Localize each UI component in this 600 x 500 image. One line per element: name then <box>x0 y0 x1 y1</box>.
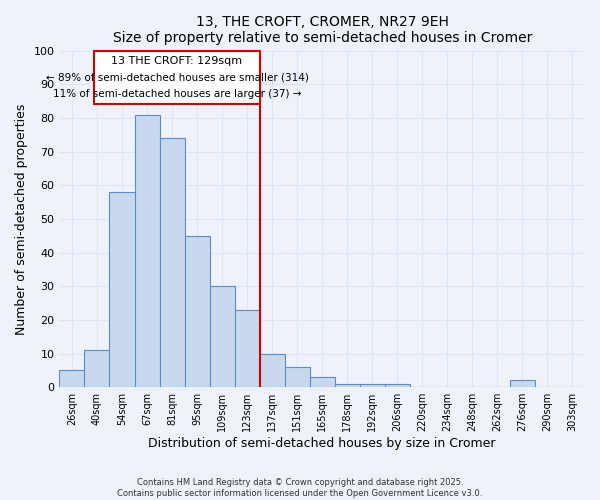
Bar <box>335 384 360 387</box>
Bar <box>160 138 185 387</box>
X-axis label: Distribution of semi-detached houses by size in Cromer: Distribution of semi-detached houses by … <box>148 437 496 450</box>
Bar <box>85 350 109 387</box>
Bar <box>235 310 260 387</box>
FancyBboxPatch shape <box>94 50 260 104</box>
Bar <box>510 380 535 387</box>
Bar <box>209 286 235 387</box>
Bar <box>260 354 284 387</box>
Bar <box>59 370 85 387</box>
Bar <box>284 367 310 387</box>
Y-axis label: Number of semi-detached properties: Number of semi-detached properties <box>15 103 28 334</box>
Bar <box>134 114 160 387</box>
Bar <box>310 377 335 387</box>
Bar <box>360 384 385 387</box>
Bar <box>109 192 134 387</box>
Bar <box>185 236 209 387</box>
Bar <box>385 384 410 387</box>
Text: ← 89% of semi-detached houses are smaller (314): ← 89% of semi-detached houses are smalle… <box>46 72 308 83</box>
Text: Contains HM Land Registry data © Crown copyright and database right 2025.
Contai: Contains HM Land Registry data © Crown c… <box>118 478 482 498</box>
Text: 13 THE CROFT: 129sqm: 13 THE CROFT: 129sqm <box>112 56 242 66</box>
Text: 11% of semi-detached houses are larger (37) →: 11% of semi-detached houses are larger (… <box>53 90 301 100</box>
Title: 13, THE CROFT, CROMER, NR27 9EH
Size of property relative to semi-detached house: 13, THE CROFT, CROMER, NR27 9EH Size of … <box>113 15 532 45</box>
